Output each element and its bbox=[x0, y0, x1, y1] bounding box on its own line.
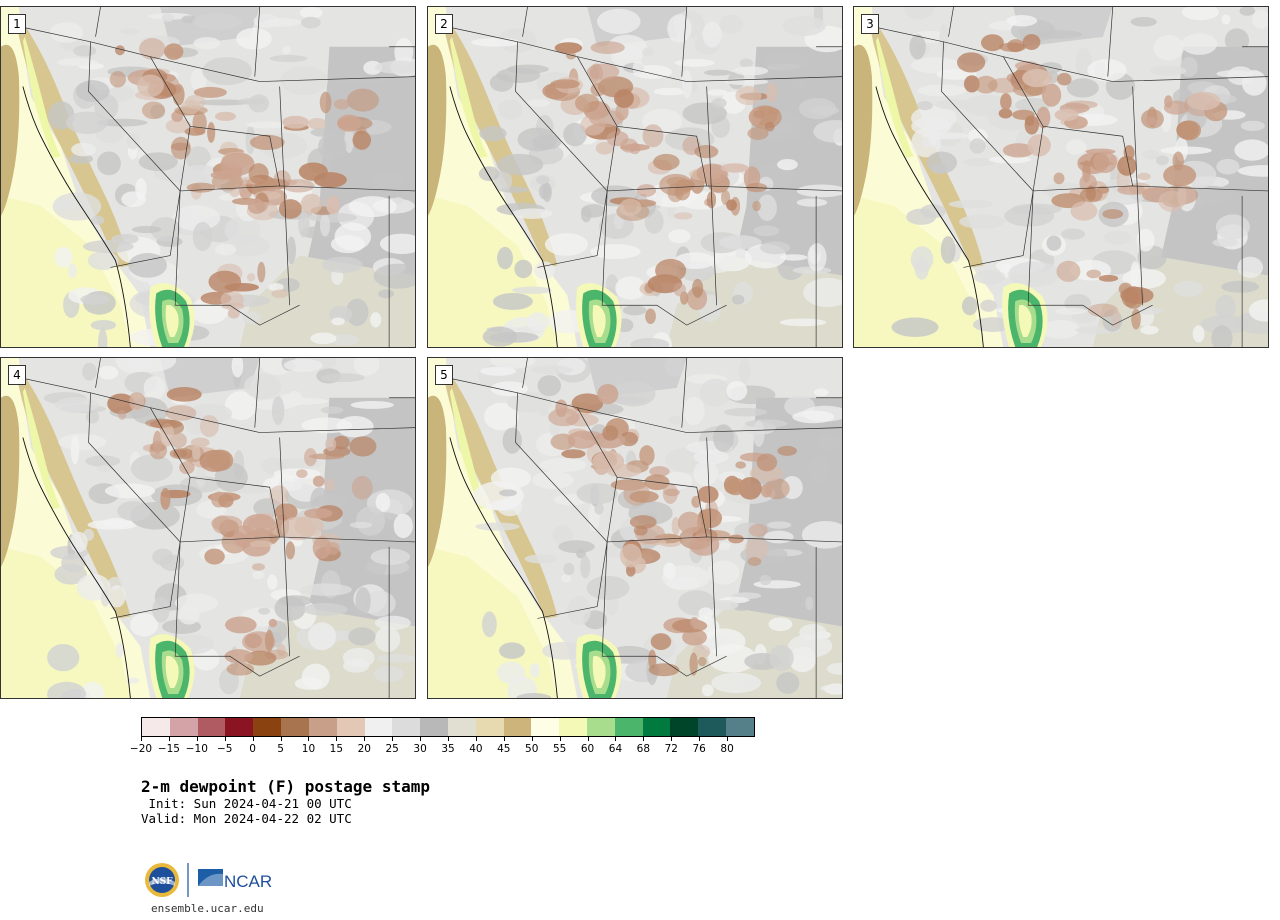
colorbar-tick-mark bbox=[587, 737, 589, 741]
colorbar-segment bbox=[281, 718, 309, 736]
colorbar-tick-mark bbox=[615, 737, 617, 741]
colorbar-tick-label: −15 bbox=[157, 743, 180, 755]
panel-number-4: 4 bbox=[8, 365, 26, 385]
panel-number-2: 2 bbox=[435, 14, 453, 34]
panel-number-3: 3 bbox=[861, 14, 879, 34]
logos: NSF NCAR bbox=[145, 863, 272, 897]
colorbar-tick-mark bbox=[671, 737, 673, 741]
colorbar-tick-label: 55 bbox=[552, 743, 567, 755]
colorbar-tick-mark bbox=[364, 737, 366, 741]
colorbar-tick-mark bbox=[475, 737, 477, 741]
colorbar-tick-mark bbox=[503, 737, 505, 741]
nsf-logo: NSF bbox=[145, 863, 179, 897]
colorbar-segment bbox=[225, 718, 254, 736]
stamp-panel-2: 2 bbox=[427, 6, 843, 348]
colorbar-tick-label: 40 bbox=[469, 743, 483, 755]
colorbar-tick-mark bbox=[336, 737, 338, 741]
credit-url: ensemble.ucar.edu bbox=[151, 902, 264, 915]
colorbar-tick-label: 45 bbox=[497, 743, 511, 755]
dewpoint-map-1 bbox=[1, 7, 415, 347]
colorbar-tick-label: 25 bbox=[385, 743, 399, 755]
chart-title: 2-m dewpoint (F) postage stamp bbox=[141, 777, 430, 796]
colorbar-tick-mark bbox=[308, 737, 310, 741]
colorbar-tick-label: −10 bbox=[185, 743, 208, 755]
stamp-panel-1: 1 bbox=[0, 6, 416, 348]
colorbar-tick-mark bbox=[420, 737, 422, 741]
nsf-logo-text: NSF bbox=[151, 877, 173, 887]
colorbar-tick-label: 76 bbox=[692, 743, 706, 755]
colorbar-tick-mark bbox=[196, 737, 198, 741]
colorbar-tick-label: 64 bbox=[608, 743, 623, 755]
dewpoint-map-5 bbox=[428, 358, 842, 698]
ncar-logo: NCAR bbox=[198, 869, 272, 891]
stamp-panel-3: 3 bbox=[853, 6, 1269, 348]
colorbar-segment bbox=[559, 718, 587, 736]
colorbar-segment bbox=[253, 718, 282, 736]
colorbar-tick-label: 5 bbox=[277, 743, 284, 755]
colorbar-tick-label: 68 bbox=[636, 743, 651, 755]
colorbar-segment bbox=[392, 718, 421, 736]
colorbar-tick-mark bbox=[643, 737, 645, 741]
colorbar-segment bbox=[503, 718, 532, 736]
colorbar-tick-mark bbox=[141, 737, 142, 741]
colorbar-tick-mark bbox=[280, 737, 282, 741]
colorbar-tick-label: −5 bbox=[216, 743, 233, 755]
colorbar-tick-mark bbox=[252, 737, 254, 741]
stamp-panel-5: 5 bbox=[427, 357, 843, 699]
colorbar-segment bbox=[698, 718, 727, 736]
colorbar-tick-mark bbox=[559, 737, 561, 741]
colorbar-tick-label: 20 bbox=[357, 743, 371, 755]
colorbar-segment bbox=[169, 718, 198, 736]
colorbar-segment bbox=[726, 718, 754, 736]
colorbar-tick-mark bbox=[531, 737, 533, 741]
dewpoint-map-3 bbox=[854, 7, 1268, 347]
colorbar-segment bbox=[475, 718, 504, 736]
colorbar-tick-label: 0 bbox=[249, 743, 256, 755]
colorbar-tick-mark bbox=[168, 737, 170, 741]
colorbar-segment bbox=[336, 718, 365, 736]
colorbar-tick-mark bbox=[727, 737, 729, 741]
colorbar-tick-mark bbox=[392, 737, 394, 741]
colorbar-segment bbox=[364, 718, 393, 736]
colorbar-tick-label: 80 bbox=[720, 743, 734, 755]
colorbar-segment bbox=[197, 718, 226, 736]
colorbar-tick-label: 72 bbox=[664, 743, 678, 755]
dewpoint-map-4 bbox=[1, 358, 415, 698]
colorbar-segment bbox=[642, 718, 671, 736]
colorbar-segment bbox=[420, 718, 448, 736]
colorbar-ticks: −20 −15 −10 −5 0 5 10 15 20 25 30 35 40 45 50 55 60 64 68 7… bbox=[130, 737, 755, 759]
stamp-panel-4: 4 bbox=[0, 357, 416, 699]
colorbar-tick-mark bbox=[224, 737, 226, 741]
colorbar-segment bbox=[447, 718, 476, 736]
colorbar-tick-label: 35 bbox=[441, 743, 455, 755]
colorbar-tick-label: −20 bbox=[129, 743, 153, 755]
colorbar-tick-label: 10 bbox=[301, 743, 316, 755]
colorbar-segment bbox=[531, 718, 560, 736]
ncar-logo-text: NCAR bbox=[224, 872, 272, 891]
colorbar bbox=[141, 717, 755, 737]
colorbar-tick-label: 50 bbox=[525, 743, 539, 755]
colorbar-segment bbox=[308, 718, 337, 736]
panel-number-5: 5 bbox=[435, 365, 453, 385]
colorbar-tick-label: 60 bbox=[580, 743, 595, 755]
colorbar-segment bbox=[142, 718, 170, 736]
colorbar-segment bbox=[587, 718, 615, 736]
valid-time: Valid: Mon 2024-04-22 02 UTC bbox=[141, 811, 352, 826]
colorbar-tick-label: 30 bbox=[413, 743, 427, 755]
init-time: Init: Sun 2024-04-21 00 UTC bbox=[141, 796, 352, 811]
colorbar-segment bbox=[670, 718, 699, 736]
colorbar-tick-mark bbox=[448, 737, 449, 741]
dewpoint-map-2 bbox=[428, 7, 842, 347]
colorbar-segment bbox=[614, 718, 643, 736]
colorbar-tick-label: 15 bbox=[329, 743, 344, 755]
panel-number-1: 1 bbox=[8, 14, 26, 34]
colorbar-tick-mark bbox=[699, 737, 701, 741]
